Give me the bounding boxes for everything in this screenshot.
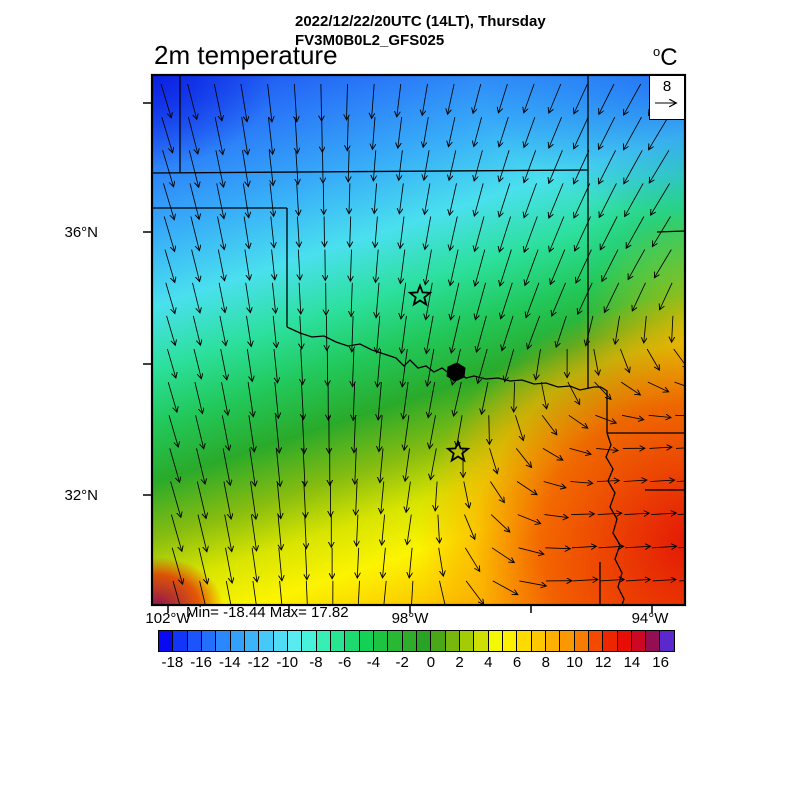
model-line: FV3M0B0L2_GFS025	[295, 32, 445, 49]
colorbar-cell	[487, 630, 503, 652]
colorbar-cell	[401, 630, 417, 652]
map-frame	[150, 73, 687, 607]
border-tx-ar	[600, 386, 608, 433]
datetime-line: 2022/12/22/20UTC (14LT), Thursday	[295, 13, 546, 30]
colorbar-tick-label: -2	[395, 654, 409, 671]
lat-label: 36°N	[64, 224, 98, 241]
colorbar-tick-label: -16	[190, 654, 212, 671]
colorbar-cell	[473, 630, 489, 652]
axis-ticks	[143, 102, 653, 613]
border-right-seg-2	[656, 230, 685, 233]
red-river	[286, 326, 601, 391]
colorbar-cell	[172, 630, 188, 652]
run-title: 2022/12/22/20UTC (14LT), Thursday FV3M0B0…	[295, 12, 546, 50]
colorbar-cell	[659, 630, 675, 652]
colorbar-cell	[501, 630, 518, 652]
lon-label: 98°W	[391, 610, 429, 627]
colorbar-tick-label: -8	[309, 654, 323, 671]
colorbar-tick-label: -18	[161, 654, 184, 671]
lat-label: 32°N	[64, 487, 98, 504]
colorbar-cell	[344, 630, 360, 652]
lake-texoma	[446, 362, 466, 382]
colorbar-cell	[602, 630, 618, 652]
colorbar-tick-label: -10	[276, 654, 299, 671]
colorbar-tick-label: 4	[484, 654, 493, 671]
plot-title: 2m temperature	[154, 40, 338, 70]
colorbar-cell	[286, 630, 303, 652]
colorbar-cell	[243, 630, 260, 652]
minmax-text: Min= -18.44 Max= 17.82	[186, 604, 349, 621]
colorbar-tick-label: 2	[455, 654, 464, 671]
state-borders	[152, 75, 685, 605]
colorbar-cell	[645, 630, 661, 652]
colorbar-tick-label: -12	[247, 654, 270, 671]
wind-reference-box: 8	[649, 75, 685, 120]
wind-reference-value: 8	[662, 78, 672, 95]
colorbar-tick-labels: -18 -16 -14 -12 -10 -8 -6 -4 -2 0 2 4 6 8 10 12 14 16	[158, 654, 675, 672]
colorbar-cell	[358, 630, 374, 652]
map-panel: 8	[143, 73, 687, 613]
colorbar-tick-label: 12	[594, 654, 612, 671]
lon-label: 94°W	[631, 610, 669, 627]
colorbar	[158, 630, 675, 652]
map-overlay	[143, 73, 687, 613]
border-tx-la	[605, 432, 625, 605]
colorbar-tick-label: -4	[366, 654, 381, 671]
colorbar-cell	[573, 630, 589, 652]
colorbar-cell	[315, 630, 331, 652]
colorbar-cell	[272, 630, 288, 652]
wind-reference-arrow-icon	[655, 97, 682, 109]
colorbar-cell	[444, 630, 460, 652]
colorbar-cell	[530, 630, 546, 652]
colorbar-cell	[229, 630, 245, 652]
colorbar-cell	[158, 630, 174, 652]
colorbar-tick-label: -14	[218, 654, 241, 671]
colorbar-cell	[587, 630, 604, 652]
colorbar-tick-label: 6	[512, 654, 522, 671]
colorbar-cell	[301, 630, 317, 652]
colorbar-cell	[387, 630, 403, 652]
station-star-2	[445, 438, 471, 463]
colorbar-cell	[372, 630, 389, 652]
degree-symbol: o	[653, 44, 661, 59]
colorbar-cell	[415, 630, 432, 652]
colorbar-cell	[544, 630, 561, 652]
colorbar-tick-label: 8	[541, 654, 550, 671]
colorbar-tick-label: 16	[652, 654, 669, 671]
border-kansas-37n	[152, 169, 589, 174]
colorbar-cell	[430, 630, 446, 652]
colorbar-tick-label: -6	[338, 654, 352, 671]
colorbar-cell	[458, 630, 475, 652]
wind-arrows	[160, 83, 685, 605]
station-star-1	[407, 282, 433, 307]
colorbar-tick-label: 0	[426, 654, 436, 671]
colorbar-cell	[329, 630, 346, 652]
colorbar-cell	[516, 630, 532, 652]
temperature-field	[152, 75, 685, 605]
colorbar-cell	[559, 630, 575, 652]
city-markers	[407, 282, 471, 463]
colorbar-cell	[258, 630, 274, 652]
colorbar-cell	[215, 630, 231, 652]
colorbar-cell	[186, 630, 202, 652]
units-label: oC	[653, 44, 678, 71]
colorbar-cell	[616, 630, 632, 652]
colorbar-tick-label: 14	[623, 654, 641, 671]
colorbar-cell	[200, 630, 217, 652]
colorbar-cell	[630, 630, 647, 652]
colorbar-tick-label: 10	[566, 654, 583, 671]
lon-label: 102°W	[145, 610, 191, 627]
